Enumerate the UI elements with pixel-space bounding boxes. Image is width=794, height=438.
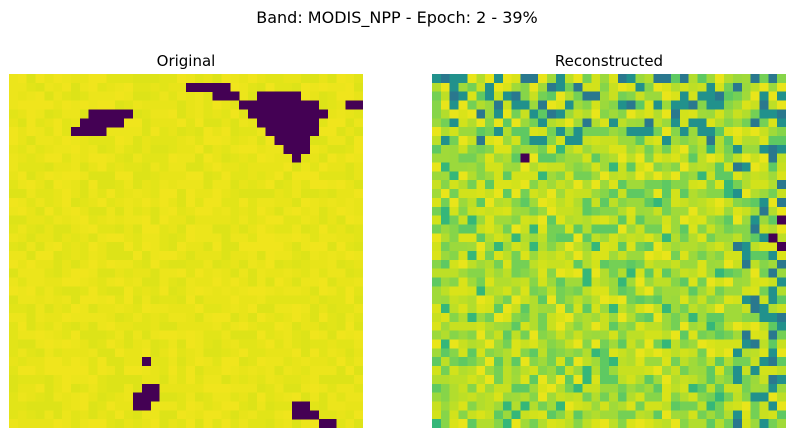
reconstructed-panel-title: Reconstructed	[554, 52, 664, 70]
reconstructed-image	[432, 74, 786, 428]
original-image	[9, 74, 363, 428]
original-panel-title: Original	[156, 52, 216, 70]
figure-title: Band: MODIS_NPP - Epoch: 2 - 39%	[256, 8, 538, 27]
